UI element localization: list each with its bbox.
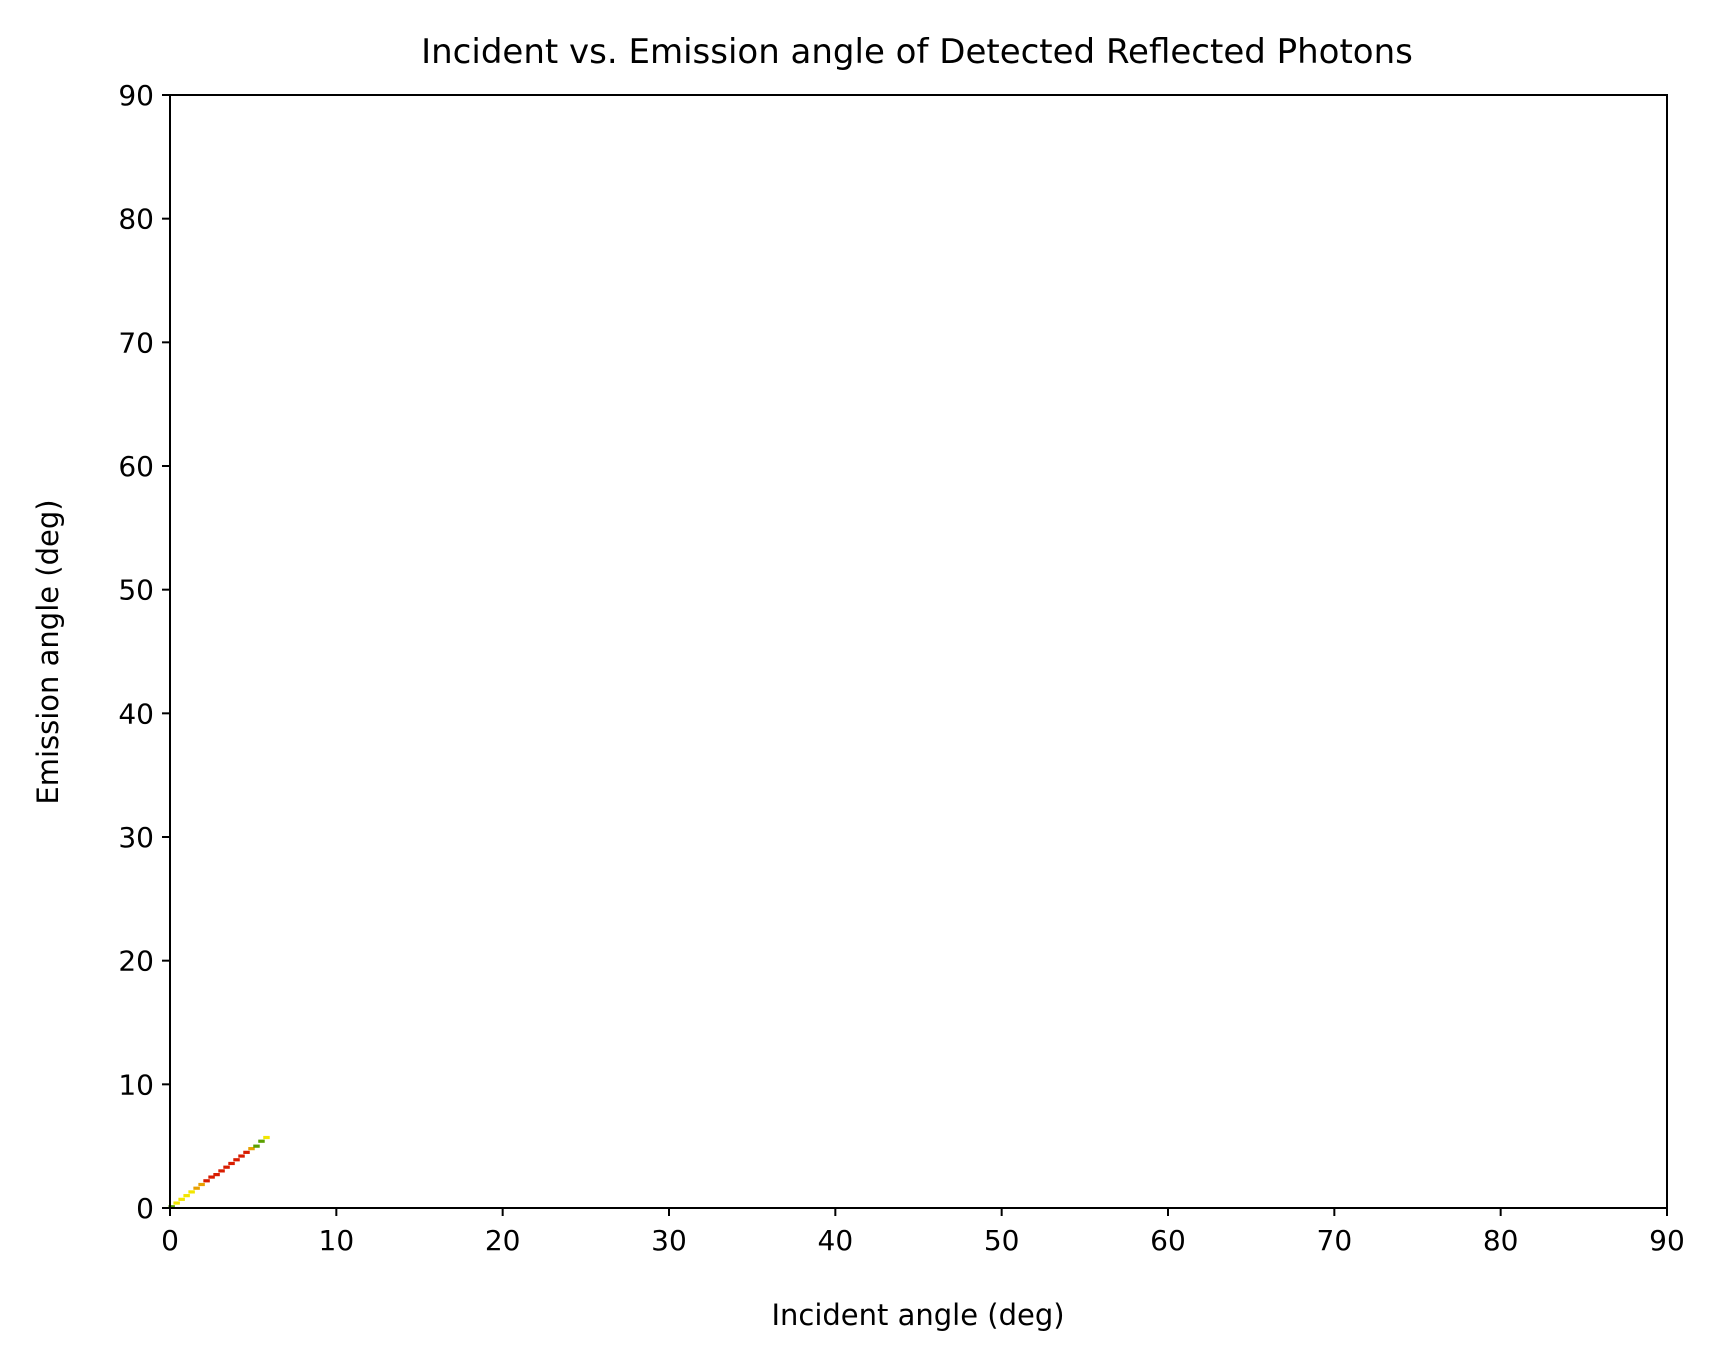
heatmap-cell xyxy=(198,1182,205,1187)
y-tick-label: 10 xyxy=(118,1068,154,1101)
x-tick-label: 0 xyxy=(161,1224,179,1257)
y-axis: 0 10 20 30 40 50 60 70 80 90 xyxy=(118,79,170,1225)
x-axis: 0 10 20 30 40 50 60 70 80 90 xyxy=(161,1208,1685,1257)
x-tick-label: 90 xyxy=(1649,1224,1685,1257)
x-axis-label: Incident angle (deg) xyxy=(771,1298,1064,1332)
y-axis-label: Emission angle (deg) xyxy=(31,499,65,804)
x-tick-label: 20 xyxy=(485,1224,521,1257)
y-tick-label: 60 xyxy=(118,450,154,483)
y-tick-label: 80 xyxy=(118,203,154,236)
heatmap-cell xyxy=(178,1197,185,1201)
x-tick-label: 30 xyxy=(651,1224,687,1257)
x-tick-label: 60 xyxy=(1150,1224,1186,1257)
heatmap-cell xyxy=(193,1186,200,1190)
y-tick-label: 50 xyxy=(118,574,154,607)
heatmap-cell xyxy=(173,1201,180,1205)
heatmap-cell xyxy=(248,1147,255,1151)
y-tick-label: 90 xyxy=(118,79,154,112)
heatmap-cell xyxy=(183,1194,190,1198)
heatmap-cell xyxy=(218,1169,225,1173)
heatmap-cell xyxy=(258,1139,265,1143)
plot-frame xyxy=(169,94,1668,1209)
y-tick-label: 40 xyxy=(118,697,154,730)
heatmap-cell xyxy=(223,1165,230,1169)
y-tick-label: 70 xyxy=(118,326,154,359)
x-tick-label: 80 xyxy=(1483,1224,1519,1257)
heatmap-cell xyxy=(263,1135,270,1140)
chart-title: Incident vs. Emission angle of Detected … xyxy=(421,32,1413,72)
heatmap-cell xyxy=(243,1150,250,1154)
x-tick-label: 70 xyxy=(1317,1224,1353,1257)
heatmap-cell xyxy=(238,1154,245,1158)
y-tick-label: 30 xyxy=(118,821,154,854)
heatmap-cell xyxy=(213,1173,220,1177)
heatmap-cell xyxy=(228,1161,235,1166)
heatmap-cell xyxy=(253,1144,260,1148)
x-tick-label: 50 xyxy=(984,1224,1020,1257)
plot-area xyxy=(168,1135,270,1209)
x-tick-label: 10 xyxy=(319,1224,355,1257)
y-tick-label: 0 xyxy=(136,1192,154,1225)
heatmap-cell xyxy=(233,1158,240,1162)
heatmap-cell xyxy=(208,1175,215,1179)
heatmap-cell xyxy=(203,1179,210,1183)
x-tick-label: 40 xyxy=(818,1224,854,1257)
heatmap-cell xyxy=(188,1190,195,1194)
y-tick-label: 20 xyxy=(118,945,154,978)
heatmap-cell xyxy=(168,1205,175,1209)
